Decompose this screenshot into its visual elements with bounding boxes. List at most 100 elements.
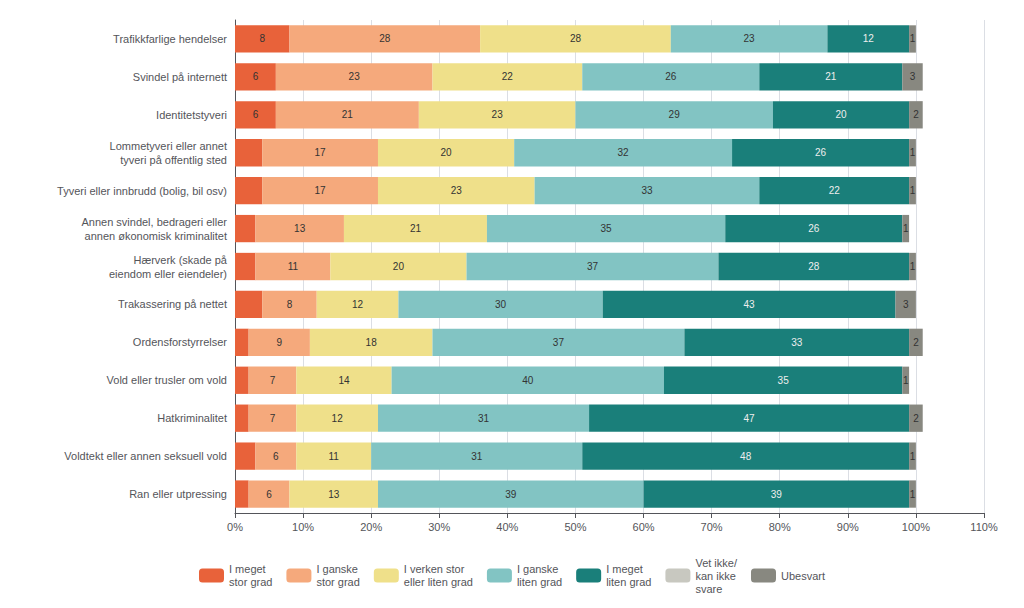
svg-text:liten grad: liten grad bbox=[517, 576, 562, 588]
svg-text:Voldtekt eller annen seksuell: Voldtekt eller annen seksuell vold bbox=[64, 450, 227, 462]
svg-text:annen økonomisk kriminalitet: annen økonomisk kriminalitet bbox=[85, 230, 227, 242]
svg-text:28: 28 bbox=[808, 261, 820, 272]
svg-text:39: 39 bbox=[771, 489, 783, 500]
svg-text:90%: 90% bbox=[837, 521, 859, 533]
svg-text:23: 23 bbox=[744, 33, 756, 44]
svg-text:20: 20 bbox=[441, 147, 453, 158]
svg-text:1: 1 bbox=[910, 451, 916, 462]
svg-text:26: 26 bbox=[815, 147, 827, 158]
svg-text:80%: 80% bbox=[769, 521, 791, 533]
svg-text:17: 17 bbox=[315, 185, 327, 196]
svg-text:12: 12 bbox=[863, 33, 875, 44]
svg-text:17: 17 bbox=[315, 147, 327, 158]
svg-text:26: 26 bbox=[665, 71, 677, 82]
svg-text:eiendom eller eiendeler): eiendom eller eiendeler) bbox=[109, 268, 227, 280]
svg-text:8: 8 bbox=[259, 33, 265, 44]
svg-text:40: 40 bbox=[522, 375, 534, 386]
svg-text:1: 1 bbox=[903, 375, 909, 386]
svg-text:2: 2 bbox=[913, 337, 919, 348]
svg-text:6: 6 bbox=[266, 489, 272, 500]
svg-text:Annen svindel, bedrageri eller: Annen svindel, bedrageri eller bbox=[81, 216, 227, 228]
svg-text:kan ikke: kan ikke bbox=[695, 570, 735, 582]
svg-text:liten grad: liten grad bbox=[606, 576, 651, 588]
svg-text:10%: 10% bbox=[292, 521, 314, 533]
svg-text:1: 1 bbox=[903, 223, 909, 234]
svg-text:20: 20 bbox=[835, 109, 847, 120]
svg-text:37: 37 bbox=[587, 261, 599, 272]
svg-text:110%: 110% bbox=[970, 521, 998, 533]
svg-text:39: 39 bbox=[505, 489, 517, 500]
svg-text:11: 11 bbox=[329, 451, 340, 462]
svg-text:1: 1 bbox=[910, 261, 916, 272]
svg-text:21: 21 bbox=[825, 71, 837, 82]
svg-text:18: 18 bbox=[366, 337, 378, 348]
svg-text:43: 43 bbox=[744, 299, 756, 310]
svg-text:Ubesvart: Ubesvart bbox=[781, 570, 825, 582]
svg-text:Ran eller utpressing: Ran eller utpressing bbox=[129, 488, 227, 500]
svg-text:svare: svare bbox=[695, 583, 722, 595]
svg-text:1: 1 bbox=[910, 185, 916, 196]
svg-text:9: 9 bbox=[276, 337, 282, 348]
svg-text:20: 20 bbox=[393, 261, 405, 272]
svg-text:11: 11 bbox=[288, 261, 299, 272]
svg-text:I ganske: I ganske bbox=[316, 563, 358, 575]
svg-text:31: 31 bbox=[478, 413, 490, 424]
svg-text:I ganske: I ganske bbox=[517, 563, 559, 575]
svg-text:23: 23 bbox=[349, 71, 361, 82]
svg-text:stor grad: stor grad bbox=[229, 576, 272, 588]
svg-text:20%: 20% bbox=[360, 521, 382, 533]
svg-text:70%: 70% bbox=[701, 521, 723, 533]
svg-text:13: 13 bbox=[328, 489, 340, 500]
svg-text:100%: 100% bbox=[902, 521, 930, 533]
svg-text:22: 22 bbox=[502, 71, 514, 82]
svg-text:21: 21 bbox=[342, 109, 354, 120]
svg-text:30: 30 bbox=[495, 299, 507, 310]
svg-text:47: 47 bbox=[744, 413, 756, 424]
svg-text:23: 23 bbox=[451, 185, 463, 196]
svg-text:29: 29 bbox=[669, 109, 681, 120]
svg-text:Ordensforstyrrelser: Ordensforstyrrelser bbox=[133, 336, 227, 348]
svg-text:12: 12 bbox=[352, 299, 364, 310]
svg-text:2: 2 bbox=[913, 413, 919, 424]
svg-text:Vet ikke/: Vet ikke/ bbox=[695, 557, 738, 569]
svg-text:21: 21 bbox=[410, 223, 422, 234]
svg-text:13: 13 bbox=[294, 223, 306, 234]
svg-text:6: 6 bbox=[273, 451, 279, 462]
svg-text:35: 35 bbox=[778, 375, 790, 386]
svg-text:eller liten grad: eller liten grad bbox=[404, 576, 473, 588]
svg-text:Identitetstyveri: Identitetstyveri bbox=[156, 109, 227, 121]
svg-text:26: 26 bbox=[808, 223, 820, 234]
svg-text:I verken stor: I verken stor bbox=[404, 563, 465, 575]
svg-text:1: 1 bbox=[910, 33, 916, 44]
svg-text:23: 23 bbox=[492, 109, 504, 120]
svg-text:1: 1 bbox=[910, 489, 916, 500]
svg-text:Tyveri eller innbrudd (bolig,: Tyveri eller innbrudd (bolig, bil osv) bbox=[57, 185, 227, 197]
svg-text:37: 37 bbox=[553, 337, 565, 348]
svg-text:48: 48 bbox=[740, 451, 752, 462]
svg-text:Svindel på internett: Svindel på internett bbox=[133, 71, 227, 83]
svg-text:33: 33 bbox=[791, 337, 803, 348]
svg-text:stor grad: stor grad bbox=[316, 576, 359, 588]
svg-text:2: 2 bbox=[913, 109, 919, 120]
svg-text:Hatkriminalitet: Hatkriminalitet bbox=[157, 412, 227, 424]
svg-text:8: 8 bbox=[287, 299, 293, 310]
svg-text:I meget: I meget bbox=[606, 563, 643, 575]
svg-text:32: 32 bbox=[618, 147, 630, 158]
svg-text:0%: 0% bbox=[227, 521, 243, 533]
svg-text:22: 22 bbox=[829, 185, 841, 196]
svg-text:3: 3 bbox=[903, 299, 909, 310]
svg-text:Lommetyveri eller annet: Lommetyveri eller annet bbox=[110, 140, 227, 152]
svg-text:Trakassering på nettet: Trakassering på nettet bbox=[118, 298, 227, 310]
svg-text:7: 7 bbox=[270, 375, 276, 386]
svg-text:35: 35 bbox=[601, 223, 613, 234]
svg-text:31: 31 bbox=[471, 451, 483, 462]
svg-text:28: 28 bbox=[379, 33, 391, 44]
svg-text:14: 14 bbox=[338, 375, 350, 386]
svg-text:50%: 50% bbox=[564, 521, 586, 533]
svg-text:tyveri på offentlig sted: tyveri på offentlig sted bbox=[120, 154, 227, 166]
svg-text:3: 3 bbox=[910, 71, 916, 82]
svg-text:28: 28 bbox=[570, 33, 582, 44]
svg-text:12: 12 bbox=[332, 413, 344, 424]
svg-text:6: 6 bbox=[253, 109, 259, 120]
svg-text:60%: 60% bbox=[633, 521, 655, 533]
